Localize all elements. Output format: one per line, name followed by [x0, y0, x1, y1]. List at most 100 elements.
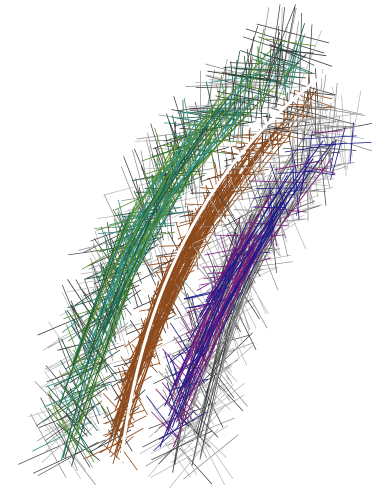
gray-right-hair-line — [164, 442, 191, 478]
green-hair-line — [265, 32, 281, 76]
gray-right-hair-line — [276, 124, 282, 190]
gray-right-hair-line — [145, 433, 202, 467]
brown-strand-line — [144, 210, 217, 358]
green-strand-line — [156, 114, 229, 207]
gray-hair-line — [258, 36, 300, 53]
blue-purple-hair-line — [274, 159, 324, 171]
gray-hair-line — [48, 424, 96, 485]
green-hair-line — [71, 374, 111, 399]
brown-strand-line — [188, 110, 310, 258]
green-strand-line — [101, 176, 179, 331]
gray-strand-line — [191, 321, 224, 467]
blue-purple-hair-line — [302, 169, 336, 176]
gray-hair-line — [254, 7, 270, 90]
blue-purple-hair-line — [155, 388, 188, 424]
green-strand-line — [163, 64, 296, 203]
gray-right-hair-line — [332, 86, 346, 170]
gray-right-hair-line — [249, 127, 334, 132]
green-hair-line — [270, 44, 333, 67]
gray-right-hair-line — [211, 361, 231, 401]
gray-strand-line — [192, 321, 225, 466]
gray-hair-line — [104, 231, 128, 286]
gray-strand-line — [215, 177, 265, 280]
gray-right-hair-line — [293, 135, 301, 179]
blue-purple-hair-line — [324, 140, 334, 178]
blue-purple-strand-line — [203, 201, 273, 316]
green-strand-line — [103, 133, 214, 331]
gray-right-hair-line — [262, 121, 337, 131]
green-hair-line — [258, 61, 268, 112]
brown-hair-line — [201, 166, 243, 182]
blue-purple-hair-line — [300, 154, 309, 194]
blue-purple-hair-line — [304, 166, 336, 174]
blue-purple-hair-line — [296, 167, 329, 174]
blue-purple-hair-line — [329, 139, 337, 172]
green-hair-line — [57, 384, 107, 414]
gray-right-hair-line — [200, 364, 243, 411]
green-hair-line — [69, 349, 120, 383]
brown-strand-line — [124, 274, 167, 390]
green-hair-line — [240, 73, 306, 79]
green-strand-line — [130, 86, 229, 216]
brown-hair-line — [314, 68, 319, 107]
green-strand-line — [77, 224, 141, 389]
brown-hair-line — [286, 80, 336, 96]
gray-right-hair-line — [231, 166, 314, 169]
gray-strand-line — [211, 219, 277, 393]
green-hair-line — [229, 51, 241, 108]
gray-hair-line — [18, 433, 88, 465]
green-hair-line — [254, 59, 295, 72]
gray-right-hair-line — [191, 345, 254, 400]
green-hair-line — [252, 59, 289, 75]
green-hair-line — [100, 262, 125, 320]
blue-purple-strand-line — [191, 227, 257, 353]
gray-right-hair-line — [297, 99, 358, 114]
green-strand-line — [62, 299, 106, 459]
gray-right-hair-line — [346, 90, 362, 171]
green-hair-line — [60, 359, 83, 399]
blue-purple-strand-line — [199, 168, 294, 316]
green-hair-line — [223, 67, 289, 72]
gray-right-hair-line — [149, 403, 187, 438]
green-hair-line — [52, 404, 78, 445]
gray-hair-line — [56, 397, 91, 431]
blue-purple-strand-line — [173, 247, 255, 447]
gray-right-hair-line — [183, 434, 239, 480]
gray-hair-line — [30, 413, 67, 478]
green-strand-line — [79, 174, 170, 380]
green-hair-line — [222, 72, 279, 82]
gray-right-hair-line — [329, 82, 338, 159]
gray-right-hair-line — [151, 430, 213, 461]
green-hair-line — [259, 51, 313, 74]
blue-purple-hair-line — [241, 213, 255, 249]
gray-right-hair-line — [304, 105, 366, 116]
green-strand-line — [75, 212, 158, 436]
green-hair-line — [44, 381, 104, 408]
blue-purple-hair-line — [146, 395, 179, 439]
gray-hair-line — [227, 66, 300, 70]
gray-hair-line — [245, 28, 325, 54]
green-hair-line — [151, 153, 177, 213]
green-hair-line — [61, 358, 100, 377]
gray-right-hair-line — [266, 179, 321, 192]
green-strand-line — [59, 222, 123, 407]
blue-purple-hair-line — [164, 351, 182, 401]
green-hair-line — [183, 98, 197, 162]
brown-hair-line — [214, 162, 223, 199]
blue-purple-hair-line — [301, 157, 314, 205]
white-gap-curve — [118, 68, 331, 471]
green-hair-line — [282, 40, 298, 89]
blue-purple-strand-line — [205, 140, 324, 303]
green-hair-line — [47, 393, 88, 437]
gray-right-hair-line — [189, 416, 234, 479]
blue-purple-hair-line — [233, 209, 294, 213]
gray-right-hair-line — [269, 144, 337, 160]
green-strand-line — [123, 144, 205, 275]
brown-hair-line — [308, 71, 313, 119]
green-hair-line — [257, 46, 262, 107]
gray-right-hair-line — [194, 399, 238, 420]
gray-right-hair-line — [329, 114, 341, 159]
gray-right-hair-line — [170, 425, 228, 464]
blue-purple-fan — [118, 68, 372, 471]
